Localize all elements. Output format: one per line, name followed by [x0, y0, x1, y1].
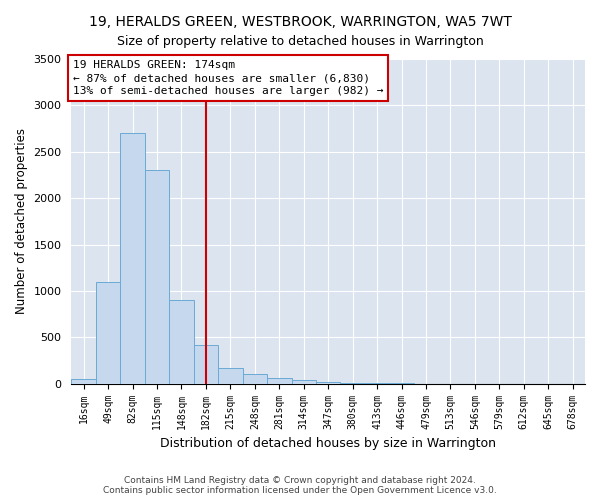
Bar	[316, 382, 340, 384]
Y-axis label: Number of detached properties: Number of detached properties	[15, 128, 28, 314]
Bar	[340, 383, 365, 384]
X-axis label: Distribution of detached houses by size in Warrington: Distribution of detached houses by size …	[160, 437, 496, 450]
Bar	[267, 378, 292, 384]
Bar	[218, 368, 242, 384]
Bar	[121, 133, 145, 384]
Bar	[96, 282, 121, 384]
Bar	[194, 344, 218, 384]
Bar	[71, 379, 96, 384]
Text: 19 HERALDS GREEN: 174sqm
← 87% of detached houses are smaller (6,830)
13% of sem: 19 HERALDS GREEN: 174sqm ← 87% of detach…	[73, 60, 383, 96]
Text: 19, HERALDS GREEN, WESTBROOK, WARRINGTON, WA5 7WT: 19, HERALDS GREEN, WESTBROOK, WARRINGTON…	[89, 15, 511, 29]
Bar	[169, 300, 194, 384]
Bar	[292, 380, 316, 384]
Bar	[145, 170, 169, 384]
Text: Size of property relative to detached houses in Warrington: Size of property relative to detached ho…	[116, 35, 484, 48]
Bar	[242, 374, 267, 384]
Text: Contains HM Land Registry data © Crown copyright and database right 2024.
Contai: Contains HM Land Registry data © Crown c…	[103, 476, 497, 495]
